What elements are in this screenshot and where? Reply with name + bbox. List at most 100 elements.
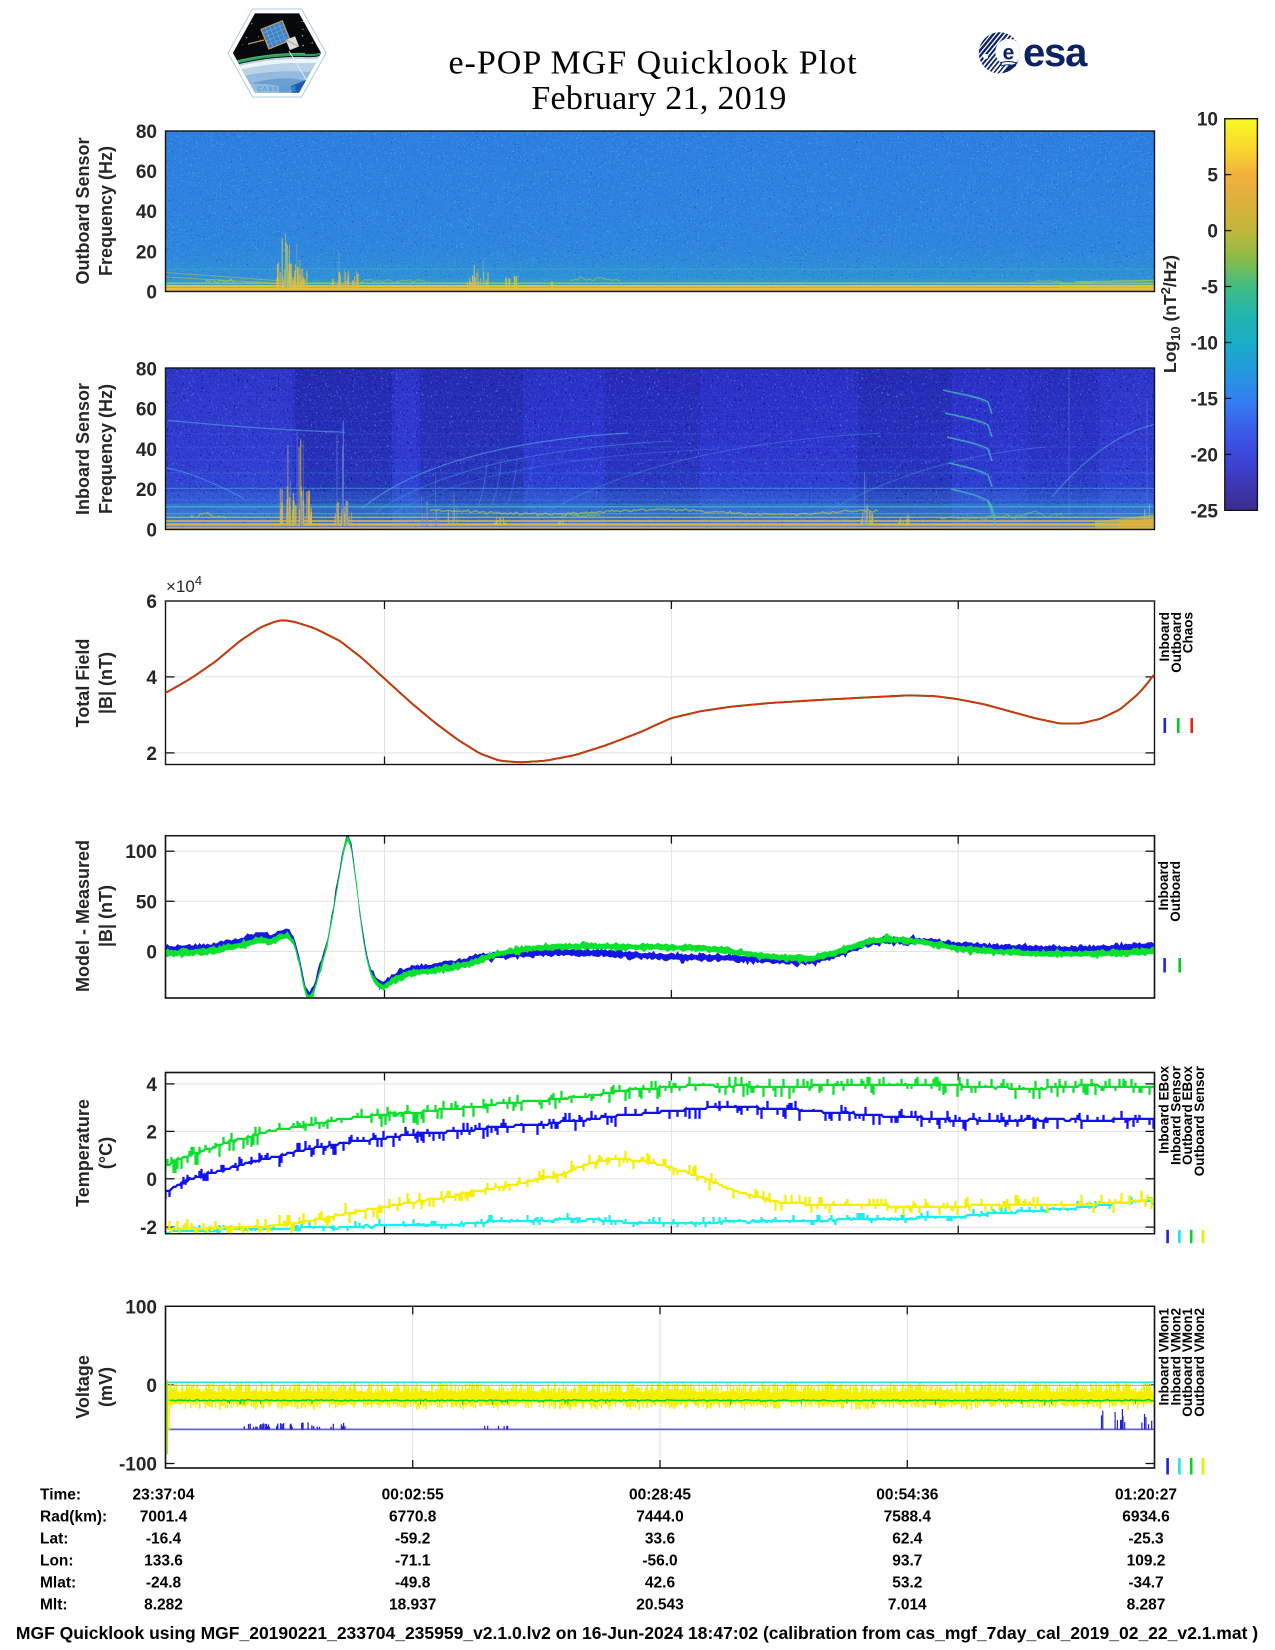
svg-text:|B| (nT): |B| (nT) [96, 652, 116, 714]
svg-text:50: 50 [136, 892, 157, 913]
svg-text:20: 20 [136, 480, 157, 501]
svg-text:|B| (nT): |B| (nT) [96, 885, 116, 947]
svg-text:7.014: 7.014 [888, 1597, 927, 1614]
svg-text:60: 60 [136, 162, 157, 183]
svg-text:Outboard VMon2: Outboard VMon2 [1192, 1308, 1207, 1417]
svg-text:×104: ×104 [166, 573, 202, 596]
svg-text:-16.4: -16.4 [146, 1531, 182, 1548]
svg-text:e-POP MGF Quicklook Plot: e-POP MGF Quicklook Plot [448, 45, 857, 82]
svg-text:-49.8: -49.8 [395, 1575, 431, 1592]
svg-text:6: 6 [146, 592, 157, 613]
svg-text:10: 10 [1197, 110, 1218, 131]
svg-text:7001.4: 7001.4 [140, 1509, 188, 1526]
svg-text:4: 4 [146, 1075, 157, 1096]
svg-text:18.937: 18.937 [389, 1597, 436, 1614]
svg-text:01:20:27: 01:20:27 [1115, 1487, 1177, 1504]
svg-text:2: 2 [146, 744, 157, 765]
svg-text:Inboard Sensor: Inboard Sensor [1168, 1065, 1183, 1165]
svg-text:0: 0 [146, 1170, 157, 1191]
svg-text:CASSIOPE: CASSIOPE [257, 86, 297, 93]
svg-text:Outboard: Outboard [1169, 612, 1184, 673]
svg-text:-56.0: -56.0 [642, 1553, 677, 1570]
svg-text:6934.6: 6934.6 [1122, 1509, 1170, 1526]
svg-text:-24.8: -24.8 [146, 1575, 182, 1592]
svg-text:Inboard EBox: Inboard EBox [1157, 1066, 1172, 1154]
svg-text:Frequency (Hz): Frequency (Hz) [96, 146, 116, 276]
svg-text:Frequency (Hz): Frequency (Hz) [96, 384, 116, 514]
svg-text:93.7: 93.7 [892, 1553, 922, 1570]
svg-text:2: 2 [146, 1122, 157, 1143]
svg-text:Inboard: Inboard [1157, 612, 1172, 662]
svg-text:40: 40 [136, 202, 157, 223]
svg-text:109.2: 109.2 [1127, 1553, 1166, 1570]
svg-text:-59.2: -59.2 [395, 1531, 430, 1548]
svg-text:-100: -100 [119, 1455, 157, 1476]
svg-text:Inboard: Inboard [1156, 861, 1171, 911]
svg-text:Inboard VMon2: Inboard VMon2 [1168, 1308, 1183, 1406]
svg-text:Outboard Sensor: Outboard Sensor [1192, 1065, 1207, 1176]
svg-text:-15: -15 [1191, 389, 1219, 410]
svg-text:Temperature: Temperature [73, 1099, 93, 1207]
svg-text:Outboard VMon1: Outboard VMon1 [1180, 1308, 1195, 1417]
svg-text:5: 5 [1207, 166, 1218, 187]
svg-text:(°C): (°C) [96, 1137, 116, 1169]
svg-text:February 21, 2019: February 21, 2019 [531, 80, 786, 117]
svg-text:Voltage: Voltage [73, 1355, 93, 1419]
svg-text:40: 40 [136, 440, 157, 461]
svg-text:Outboard: Outboard [1168, 861, 1183, 922]
svg-text:-71.1: -71.1 [395, 1553, 431, 1570]
svg-text:8.282: 8.282 [144, 1597, 183, 1614]
svg-text:Total Field: Total Field [73, 639, 93, 728]
svg-text:Rad(km):: Rad(km): [40, 1509, 107, 1526]
svg-text:0: 0 [1207, 222, 1218, 243]
svg-text:6770.8: 6770.8 [389, 1509, 437, 1526]
svg-text:(mV): (mV) [96, 1367, 116, 1407]
svg-text:20.543: 20.543 [636, 1597, 684, 1614]
svg-text:-10: -10 [1191, 333, 1218, 354]
svg-text:62.4: 62.4 [892, 1531, 923, 1548]
svg-text:e: e [1003, 42, 1015, 65]
svg-text:60: 60 [136, 400, 157, 421]
svg-text:MGF Quicklook using MGF_201902: MGF Quicklook using MGF_20190221_233704_… [16, 1623, 1258, 1643]
svg-text:80: 80 [136, 122, 157, 143]
svg-text:53.2: 53.2 [892, 1575, 922, 1592]
svg-text:100: 100 [125, 1298, 157, 1319]
svg-text:00:28:45: 00:28:45 [629, 1487, 691, 1504]
svg-text:Inboard VMon1: Inboard VMon1 [1157, 1308, 1172, 1406]
svg-text:-34.7: -34.7 [1128, 1575, 1163, 1592]
svg-text:esa: esa [1023, 31, 1088, 75]
svg-text:4: 4 [146, 668, 157, 689]
svg-text:-25: -25 [1191, 501, 1219, 522]
svg-text:Mlt:: Mlt: [40, 1597, 68, 1614]
svg-text:Mlat:: Mlat: [40, 1575, 76, 1592]
svg-text:Inboard Sensor: Inboard Sensor [73, 383, 93, 515]
svg-text:0: 0 [146, 1376, 157, 1397]
svg-text:33.6: 33.6 [645, 1531, 676, 1548]
svg-text:20: 20 [136, 242, 157, 263]
svg-text:Outboard Sensor: Outboard Sensor [73, 137, 93, 284]
svg-text:8.287: 8.287 [1127, 1597, 1166, 1614]
svg-text:-2: -2 [140, 1218, 157, 1239]
svg-text:80: 80 [136, 359, 157, 380]
svg-text:-25.3: -25.3 [1128, 1531, 1164, 1548]
svg-text:0: 0 [146, 282, 157, 303]
svg-text:23:37:04: 23:37:04 [132, 1487, 194, 1504]
svg-text:42.6: 42.6 [645, 1575, 676, 1592]
svg-text:Lon:: Lon: [40, 1553, 74, 1570]
svg-text:7588.4: 7588.4 [884, 1509, 932, 1526]
svg-text:0: 0 [146, 521, 157, 542]
svg-text:0: 0 [146, 943, 157, 964]
svg-text:Lat:: Lat: [40, 1531, 68, 1548]
svg-text:7444.0: 7444.0 [636, 1509, 683, 1526]
svg-text:00:02:55: 00:02:55 [382, 1487, 444, 1504]
svg-text:Model - Measured: Model - Measured [73, 840, 93, 992]
svg-text:Log10 (nT2/Hz): Log10 (nT2/Hz) [1158, 255, 1183, 373]
svg-text:-5: -5 [1201, 278, 1218, 299]
svg-text:Outboard EBox: Outboard EBox [1180, 1066, 1195, 1165]
svg-text:133.6: 133.6 [144, 1553, 183, 1570]
svg-text:100: 100 [125, 842, 157, 863]
svg-text:00:54:36: 00:54:36 [876, 1487, 938, 1504]
svg-text:Time:: Time: [40, 1487, 81, 1504]
svg-text:Chaos: Chaos [1181, 612, 1196, 653]
svg-text:-20: -20 [1191, 445, 1218, 466]
